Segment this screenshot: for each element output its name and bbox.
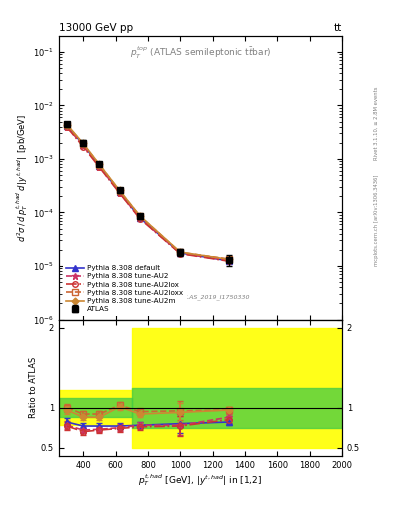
Pythia 8.308 tune-AU2m — [226, 257, 231, 263]
Text: $p_T^{top}$ (ATLAS semileptonic t$\bar{t}$bar): $p_T^{top}$ (ATLAS semileptonic t$\bar{t… — [130, 45, 271, 61]
Pythia 8.308 tune-AU2lox — [178, 250, 183, 257]
Line: Pythia 8.308 tune-AU2: Pythia 8.308 tune-AU2 — [64, 123, 232, 264]
Pythia 8.308 tune-AU2 — [138, 215, 142, 221]
Line: Pythia 8.308 tune-AU2loxx: Pythia 8.308 tune-AU2loxx — [64, 122, 231, 262]
Pythia 8.308 default — [117, 189, 122, 195]
Pythia 8.308 tune-AU2lox — [138, 216, 142, 222]
Legend: Pythia 8.308 default, Pythia 8.308 tune-AU2, Pythia 8.308 tune-AU2lox, Pythia 8.: Pythia 8.308 default, Pythia 8.308 tune-… — [62, 262, 187, 316]
Pythia 8.308 tune-AU2m — [138, 212, 142, 219]
Pythia 8.308 tune-AU2 — [81, 143, 86, 149]
Pythia 8.308 tune-AU2m — [178, 249, 183, 255]
Text: mcplots.cern.ch [arXiv:1306.3436]: mcplots.cern.ch [arXiv:1306.3436] — [374, 175, 379, 266]
Line: Pythia 8.308 default: Pythia 8.308 default — [64, 123, 231, 264]
X-axis label: $p_T^{t,had}$ [GeV], $|y^{t,had}|$ in [1,2]: $p_T^{t,had}$ [GeV], $|y^{t,had}|$ in [1… — [138, 472, 263, 488]
Pythia 8.308 tune-AU2m — [81, 140, 86, 146]
Pythia 8.308 default — [81, 142, 86, 148]
Pythia 8.308 default — [65, 122, 70, 129]
Y-axis label: Ratio to ATLAS: Ratio to ATLAS — [29, 357, 38, 418]
Pythia 8.308 tune-AU2 — [178, 250, 183, 257]
Pythia 8.308 tune-AU2lox — [97, 164, 102, 170]
Pythia 8.308 tune-AU2 — [226, 257, 231, 263]
Pythia 8.308 default — [138, 215, 142, 221]
Line: Pythia 8.308 tune-AU2m: Pythia 8.308 tune-AU2m — [64, 122, 231, 262]
Pythia 8.308 tune-AU2loxx — [178, 249, 183, 255]
Pythia 8.308 tune-AU2 — [97, 163, 102, 169]
Pythia 8.308 tune-AU2 — [117, 189, 122, 196]
Text: Rivet 3.1.10, ≥ 2.8M events: Rivet 3.1.10, ≥ 2.8M events — [374, 86, 379, 160]
Text: ATLAS_2019_I1750330: ATLAS_2019_I1750330 — [179, 294, 250, 300]
Pythia 8.308 tune-AU2loxx — [81, 141, 86, 147]
Pythia 8.308 tune-AU2loxx — [65, 122, 70, 128]
Pythia 8.308 tune-AU2m — [97, 161, 102, 167]
Pythia 8.308 tune-AU2lox — [226, 258, 231, 264]
Pythia 8.308 default — [178, 250, 183, 256]
Pythia 8.308 tune-AU2loxx — [117, 188, 122, 194]
Pythia 8.308 default — [97, 163, 102, 169]
Pythia 8.308 tune-AU2loxx — [226, 256, 231, 262]
Pythia 8.308 tune-AU2lox — [65, 124, 70, 131]
Pythia 8.308 tune-AU2m — [65, 121, 70, 127]
Text: 13000 GeV pp: 13000 GeV pp — [59, 23, 133, 33]
Pythia 8.308 tune-AU2 — [65, 124, 70, 130]
Text: tt: tt — [334, 23, 342, 33]
Pythia 8.308 tune-AU2lox — [81, 143, 86, 150]
Y-axis label: $d^2\sigma\,/\,d\,p_T^{t,had}\,d\,|y^{t,had}|\,$ [pb/GeV]: $d^2\sigma\,/\,d\,p_T^{t,had}\,d\,|y^{t,… — [15, 114, 30, 242]
Pythia 8.308 tune-AU2lox — [117, 190, 122, 196]
Line: Pythia 8.308 tune-AU2lox: Pythia 8.308 tune-AU2lox — [64, 124, 231, 264]
Pythia 8.308 tune-AU2m — [117, 187, 122, 194]
Pythia 8.308 tune-AU2loxx — [138, 213, 142, 219]
Pythia 8.308 tune-AU2loxx — [97, 162, 102, 168]
Pythia 8.308 default — [226, 258, 231, 264]
